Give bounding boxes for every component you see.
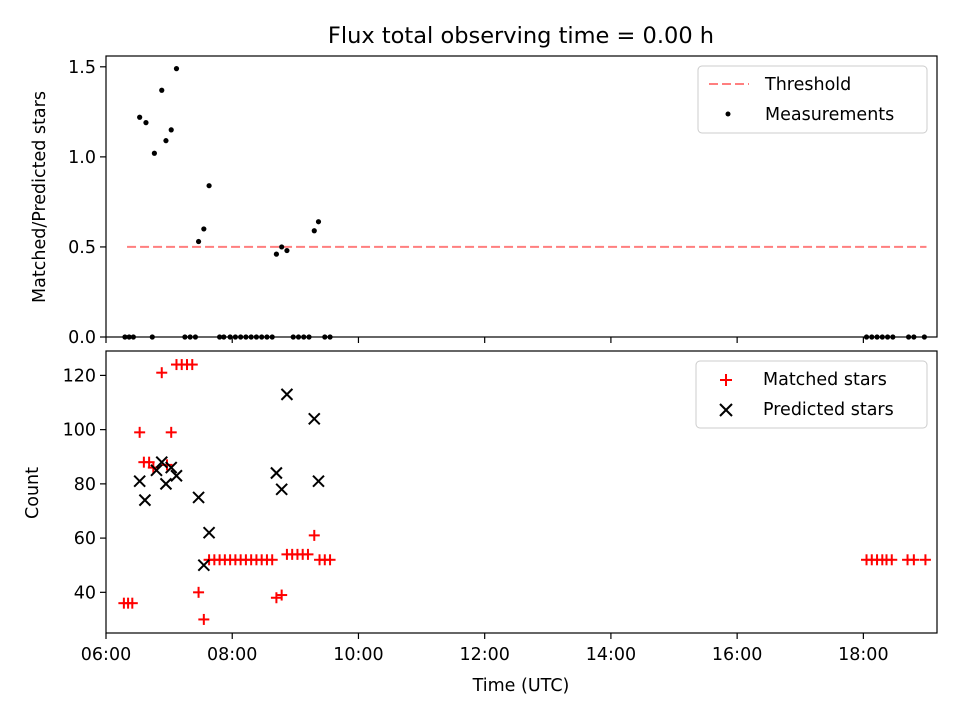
measurement-point bbox=[151, 150, 157, 156]
bottom-y-tick-label: 100 bbox=[63, 421, 96, 441]
legend-measurements-swatch bbox=[725, 111, 731, 117]
predicted-star-point bbox=[275, 483, 288, 496]
matched-star-point bbox=[324, 554, 336, 566]
top-y-tick-label: 1.5 bbox=[68, 58, 96, 78]
matched-star-point bbox=[886, 554, 898, 566]
matched-star-point bbox=[165, 426, 177, 438]
measurement-point bbox=[315, 219, 322, 225]
x-tick-label: 06:00 bbox=[81, 645, 131, 665]
top-axes-frame bbox=[105, 55, 938, 338]
predicted-star-point bbox=[170, 469, 183, 482]
x-tick-label: 14:00 bbox=[586, 645, 636, 665]
x-tick-label: 10:00 bbox=[333, 645, 383, 665]
predicted-star-point bbox=[192, 491, 205, 504]
matched-star-point bbox=[266, 554, 278, 566]
matched-star-point bbox=[193, 586, 205, 598]
predicted-star-point bbox=[280, 388, 294, 401]
x-tick-label: 12:00 bbox=[459, 645, 509, 665]
top-legend: Threshold Measurements bbox=[697, 65, 928, 134]
bottom-y-tick-label: 40 bbox=[74, 583, 96, 603]
predicted-star-point bbox=[155, 455, 168, 469]
matched-star-point bbox=[308, 529, 320, 541]
x-axis-label: Time (UTC) bbox=[472, 676, 570, 696]
measurement-point bbox=[201, 226, 207, 232]
matched-star-point bbox=[919, 554, 931, 566]
measurement-point bbox=[159, 87, 165, 93]
predicted-star-point bbox=[159, 477, 173, 491]
matched-star-point bbox=[908, 554, 920, 566]
predicted-star-point bbox=[165, 461, 178, 474]
measurement-point bbox=[206, 183, 212, 189]
matched-star-point bbox=[134, 426, 146, 438]
top-legend-box bbox=[697, 65, 928, 134]
measurement-point bbox=[143, 120, 149, 126]
x-tick-label: 18:00 bbox=[838, 645, 888, 665]
predicted-star-point bbox=[150, 464, 163, 477]
predicted-star-point bbox=[270, 466, 283, 480]
top-x-axis bbox=[105, 337, 864, 343]
predicted-star-point bbox=[133, 474, 146, 488]
predicted-star-point bbox=[138, 493, 152, 507]
measurement-point bbox=[279, 244, 285, 250]
x-tick-label: 16:00 bbox=[712, 645, 762, 665]
measurement-point bbox=[311, 228, 317, 234]
top-y-tick-label: 0.0 bbox=[68, 328, 96, 348]
predicted-star-point bbox=[202, 526, 216, 539]
measurement-point bbox=[163, 138, 169, 144]
matched-star-point bbox=[126, 597, 138, 609]
predicted-star-point bbox=[197, 559, 211, 572]
bottom-y-axis-label: Count bbox=[23, 467, 43, 519]
bottom-panel: 06:00 08:00 10:00 12:00 14:00 16:00 18:00 40 60… bbox=[23, 350, 938, 696]
bottom-axes-frame bbox=[105, 350, 938, 634]
bottom-legend: Matched stars Predicted stars bbox=[695, 360, 928, 429]
bottom-y-axis: 40 60 80 100 120 bbox=[63, 366, 106, 603]
bottom-y-tick-label: 80 bbox=[74, 475, 96, 495]
legend-predicted-label: Predicted stars bbox=[763, 400, 894, 420]
matched-star-point bbox=[186, 359, 198, 371]
matched-star-point bbox=[156, 367, 168, 379]
top-y-axis: 0.0 0.5 1.0 1.5 bbox=[68, 58, 106, 348]
legend-predicted-swatch bbox=[719, 403, 733, 417]
matched-star-point bbox=[276, 589, 288, 601]
measurement-point bbox=[137, 114, 143, 120]
measurement-point bbox=[173, 66, 180, 72]
bottom-x-axis: 06:00 08:00 10:00 12:00 14:00 16:00 18:00 bbox=[81, 633, 889, 665]
figure-title: Flux total observing time = 0.00 h bbox=[328, 23, 714, 49]
bottom-y-tick-label: 120 bbox=[63, 366, 96, 386]
measurement-point bbox=[168, 127, 174, 133]
top-panel: 0.0 0.5 1.0 1.5 Matched/Predicted stars Thr… bbox=[30, 55, 938, 348]
bottom-legend-box bbox=[695, 360, 928, 429]
measurement-point bbox=[195, 238, 202, 245]
legend-matched-swatch bbox=[720, 374, 732, 386]
measurement-point bbox=[273, 251, 280, 257]
x-tick-label: 08:00 bbox=[207, 645, 257, 665]
matched-star-point bbox=[198, 613, 210, 625]
predicted-star-point bbox=[308, 412, 321, 425]
matched-star-point bbox=[302, 548, 314, 560]
bottom-y-tick-label: 60 bbox=[74, 529, 96, 549]
top-y-tick-label: 0.5 bbox=[68, 238, 96, 258]
legend-matched-label: Matched stars bbox=[763, 370, 887, 390]
bottom-plot-area bbox=[118, 359, 931, 625]
top-y-axis-label: Matched/Predicted stars bbox=[30, 91, 50, 303]
legend-measurements-label: Measurements bbox=[765, 105, 894, 125]
measurement-point bbox=[284, 247, 290, 254]
legend-threshold-label: Threshold bbox=[764, 75, 851, 95]
predicted-star-point bbox=[312, 474, 325, 488]
top-y-tick-label: 1.0 bbox=[68, 148, 96, 168]
